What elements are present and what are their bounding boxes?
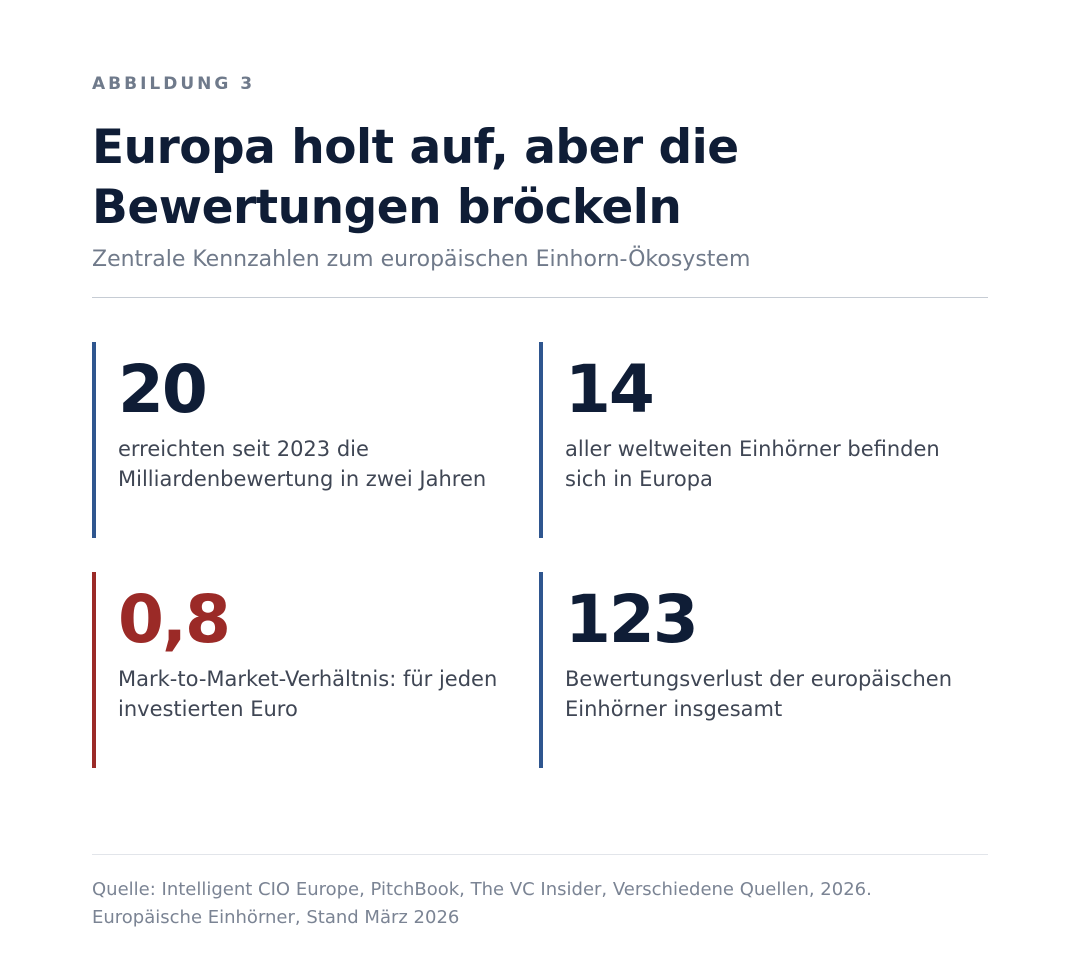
stat-value-3: 0,8 (118, 581, 231, 658)
figure: ABBILDUNG 3 Europa holt auf, aber die Be… (92, 0, 988, 958)
source-line-2: Europäische Einhörner, Stand März 2026 (92, 907, 460, 928)
stat-card-3: 0,8 Mark-to-Market-Verhältnis: für jeden… (92, 572, 532, 768)
figure-title: Europa holt auf, aber die Bewertungen br… (92, 120, 739, 235)
header-divider (92, 297, 988, 298)
footer-divider (92, 854, 988, 855)
stat-value-4: 123 (565, 581, 699, 658)
stat-value-1: 20 (118, 351, 208, 428)
stat-card-1: 20 erreichten seit 2023 die Milliardenbe… (92, 342, 532, 538)
stat-description-4: Bewertungsverlust der europäischen Einhö… (565, 667, 953, 721)
source-note: Quelle: Intelligent CIO Europe, PitchBoo… (92, 876, 988, 932)
source-line-1: Quelle: Intelligent CIO Europe, PitchBoo… (92, 879, 872, 900)
figure-subtitle: Zentrale Kennzahlen zum europäischen Ein… (92, 247, 751, 272)
stat-card-4: 123 Bewertungsverlust der europäischen E… (539, 572, 979, 768)
stat-description-3: Mark-to-Market-Verhältnis: für jeden inv… (118, 667, 498, 721)
stat-value-2: 14 (565, 351, 655, 428)
stat-description-1: erreichten seit 2023 die Milliardenbewer… (118, 437, 487, 491)
figure-label: ABBILDUNG 3 (92, 74, 256, 94)
stat-description-2: aller weltweiten Einhörner befinden sich… (565, 437, 940, 491)
stat-card-2: 14 aller weltweiten Einhörner befinden s… (539, 342, 979, 538)
